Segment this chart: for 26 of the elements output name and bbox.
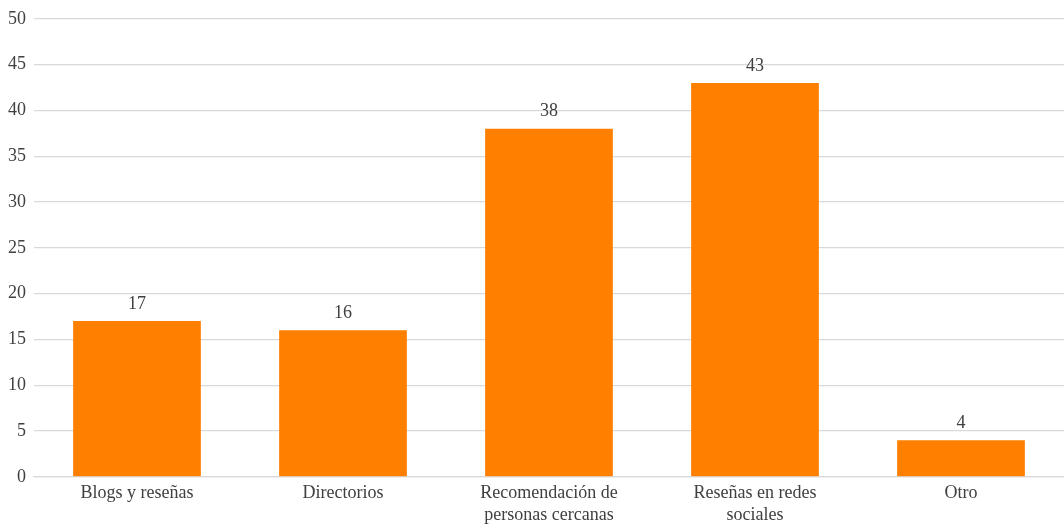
bar (485, 128, 613, 477)
data-label: 43 (746, 54, 764, 75)
data-label: 4 (956, 411, 966, 432)
y-tick-label: 35 (8, 144, 26, 165)
x-tick-label: Recomendación de personas cercanas (480, 482, 618, 524)
x-tick-label: Directorios (302, 482, 384, 503)
bar (691, 82, 819, 477)
bar (279, 330, 407, 477)
bar (897, 440, 1025, 477)
data-label: 16 (334, 301, 352, 322)
y-tick-label: 45 (8, 53, 26, 74)
y-tick-label: 0 (17, 465, 26, 486)
y-tick-label: 40 (8, 99, 26, 120)
data-label: 17 (128, 292, 146, 313)
y-tick-label: 20 (8, 282, 26, 303)
x-tick-label: Otro (944, 482, 978, 503)
y-tick-label: 15 (8, 328, 26, 349)
x-tick-label: Blogs y reseñas (80, 482, 194, 503)
x-tick-label: Reseñas en redes sociales (693, 482, 817, 524)
y-tick-label: 10 (8, 373, 26, 394)
y-tick-label: 50 (8, 7, 26, 28)
y-tick-label: 30 (8, 190, 26, 211)
y-tick-label: 5 (17, 419, 26, 440)
data-label: 38 (540, 100, 558, 121)
y-tick-label: 25 (8, 236, 26, 257)
bar (73, 321, 201, 477)
